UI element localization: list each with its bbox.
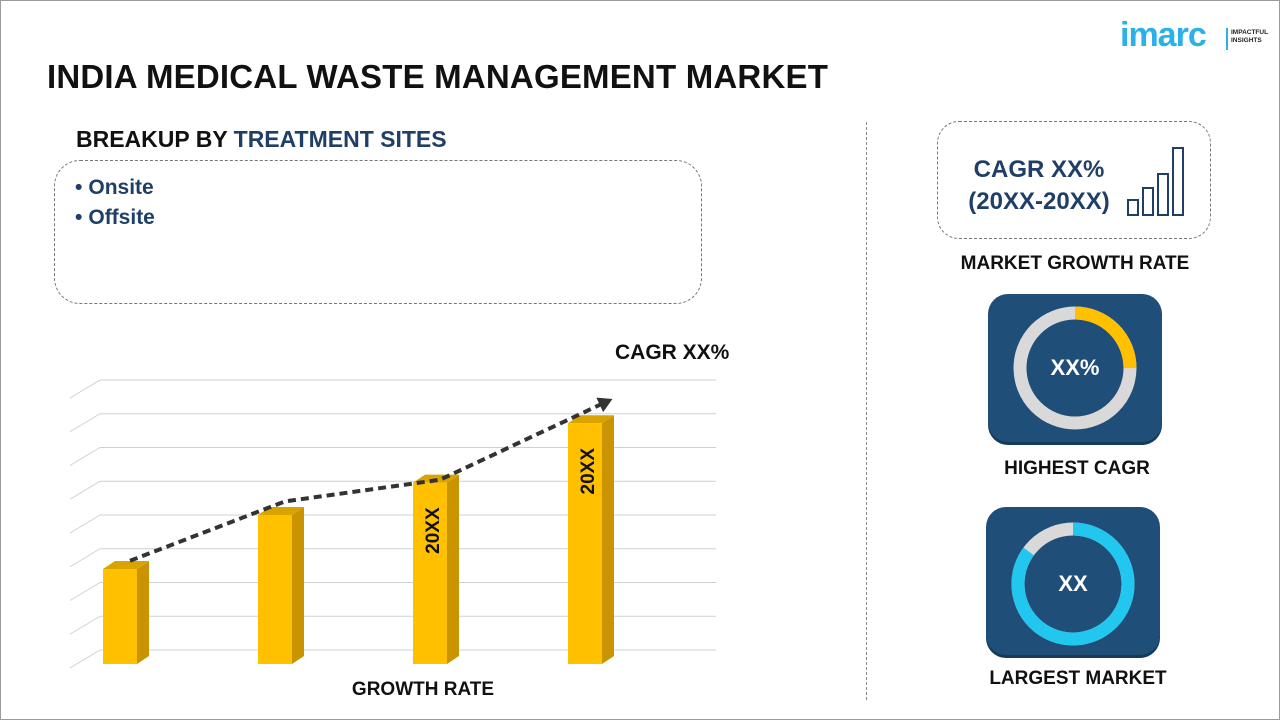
market-growth-caption: MARKET GROWTH RATE	[960, 253, 1190, 274]
bar-side	[602, 415, 614, 664]
donut-progress	[1011, 522, 1135, 646]
logo-tagline-line1: IMPACTFUL	[1231, 29, 1269, 36]
segment-list: • Onsite • Offsite	[55, 161, 701, 233]
logo-wordmark: imarc	[1120, 16, 1207, 54]
trend-label: CAGR XX%	[615, 341, 730, 364]
bar	[258, 515, 292, 664]
grid-slant	[69, 514, 101, 534]
grid-slant	[69, 379, 101, 399]
bar	[413, 482, 447, 664]
largest-market-donut	[1011, 522, 1135, 646]
breakup-label: BREAKUP BY	[76, 126, 228, 152]
segment-item-label: Onsite	[88, 176, 154, 199]
highest-cagr-value: XX%	[1050, 355, 1100, 380]
segment-item-onsite: • Onsite	[75, 173, 701, 203]
logo-tagline-line2: INSIGHTS	[1231, 37, 1262, 44]
grid-slant	[69, 413, 101, 433]
grid-slant	[69, 480, 101, 500]
bar-side	[292, 507, 304, 664]
logo-divider	[1226, 28, 1228, 50]
highest-cagr-caption: HIGHEST CAGR	[1004, 458, 1150, 479]
segment-item-offsite: • Offsite	[75, 203, 701, 233]
grid-slant	[69, 615, 101, 635]
bar	[568, 423, 602, 664]
bar-top	[103, 561, 149, 569]
x-axis-label: GROWTH RATE	[351, 679, 495, 700]
cagr-card: CAGR XX% (20XX-20XX)	[937, 121, 1211, 239]
bar-label: 20XX	[578, 448, 599, 495]
breakup-segment: TREATMENT SITES	[233, 126, 447, 152]
imarc-logo: imarc IMPACTFUL INSIGHTS	[1120, 12, 1272, 54]
grid-slant	[69, 582, 101, 601]
segment-list-box: • Onsite • Offsite	[54, 160, 702, 304]
bullet-icon: •	[75, 206, 83, 229]
highest-cagr-tile: XX%	[988, 294, 1162, 442]
trend-line	[129, 399, 608, 563]
largest-market-tile: XX	[986, 507, 1160, 655]
highest-cagr-donut	[1013, 306, 1137, 430]
page-title: INDIA MEDICAL WASTE MANAGEMENT MARKET	[47, 58, 829, 95]
bar-label: 20XX	[423, 507, 444, 554]
cagr-value: CAGR XX%	[973, 156, 1105, 183]
bar	[103, 569, 137, 664]
breakup-heading: BREAKUP BY TREATMENT SITES	[76, 126, 447, 153]
donut-progress	[1013, 306, 1137, 430]
bar-side	[137, 561, 149, 664]
bar-growth-icon	[1127, 147, 1184, 216]
cagr-text: CAGR XX% (20XX-20XX)	[952, 154, 1126, 218]
logo-tagline: IMPACTFUL INSIGHTS	[1231, 29, 1271, 45]
largest-market-caption: LARGEST MARKET	[989, 668, 1167, 689]
growth-bar-chart: 20XX 20XX	[69, 379, 716, 669]
cagr-period: (20XX-20XX)	[968, 188, 1110, 215]
bar-side	[447, 474, 459, 664]
grid-slant	[69, 447, 101, 466]
trend-arrowhead	[596, 397, 613, 413]
grid-slant	[69, 649, 101, 669]
largest-market-value: XX	[1058, 571, 1088, 596]
grid-slant	[69, 548, 101, 568]
segment-item-label: Offsite	[88, 206, 155, 229]
vertical-divider	[866, 122, 867, 700]
bullet-icon: •	[75, 176, 83, 199]
bar-top	[568, 415, 614, 424]
